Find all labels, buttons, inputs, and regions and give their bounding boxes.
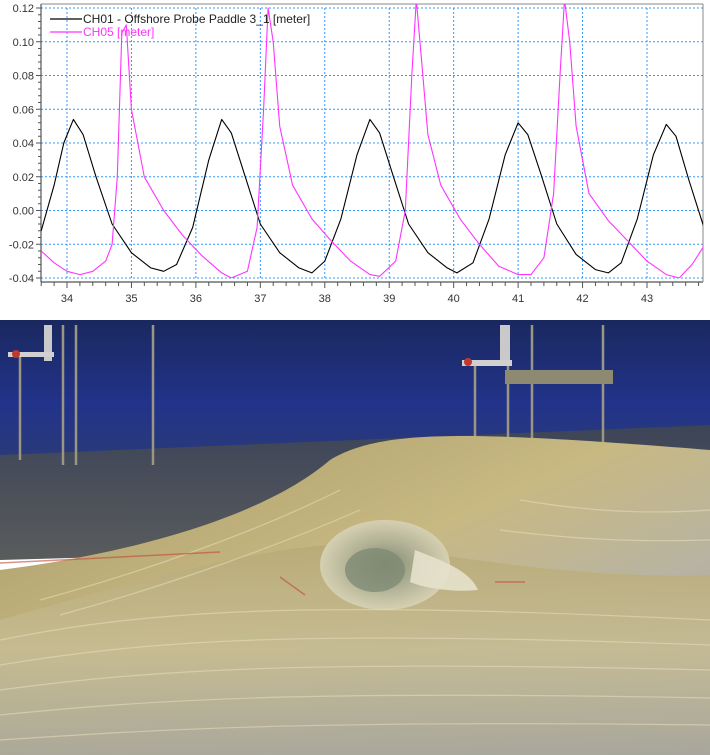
x-tick-label: 42 xyxy=(576,293,588,305)
wave-gauge-chart: -0.04 -0.02 0.00 0.02 0.04 0.06 0.08 0.10 0.12 34… xyxy=(0,0,710,320)
x-tick-label: 41 xyxy=(512,293,524,305)
series-line-1 xyxy=(41,118,703,274)
series-line-2 xyxy=(41,4,703,278)
x-tick-label: 38 xyxy=(319,293,331,305)
breaking-wave-photo xyxy=(0,320,710,755)
y-tick-label: 0.10 xyxy=(13,37,34,49)
y-tick-label: 0.04 xyxy=(13,138,34,150)
grid-lines xyxy=(41,7,703,279)
x-tick-label: 40 xyxy=(448,293,460,305)
y-tick-label: 0.08 xyxy=(13,71,34,83)
x-tick-label: 34 xyxy=(61,293,73,305)
y-tick-label: 0.12 xyxy=(13,3,34,15)
y-tick-label: -0.04 xyxy=(9,273,34,285)
legend-label: CH05 [meter] xyxy=(83,25,154,39)
x-tick-label: 36 xyxy=(190,293,202,305)
legend: CH01 - Offshore Probe Paddle 3_1 [meter]… xyxy=(50,12,310,39)
x-tick-label: 39 xyxy=(383,293,395,305)
chart-plot: -0.04 -0.02 0.00 0.02 0.04 0.06 0.08 0.10 0.12 34… xyxy=(9,3,704,305)
series-group xyxy=(41,4,703,278)
legend-label: CH01 - Offshore Probe Paddle 3_1 [meter] xyxy=(83,12,310,26)
y-tick-label: -0.02 xyxy=(9,239,34,251)
y-tick-label: 0.02 xyxy=(13,172,34,184)
x-tick-label: 37 xyxy=(254,293,266,305)
x-tick-label: 43 xyxy=(641,293,653,305)
x-tick-label: 35 xyxy=(125,293,137,305)
y-tick-label: 0.00 xyxy=(13,206,34,218)
photo-illustration xyxy=(0,320,710,755)
y-tick-label: 0.06 xyxy=(13,104,34,116)
